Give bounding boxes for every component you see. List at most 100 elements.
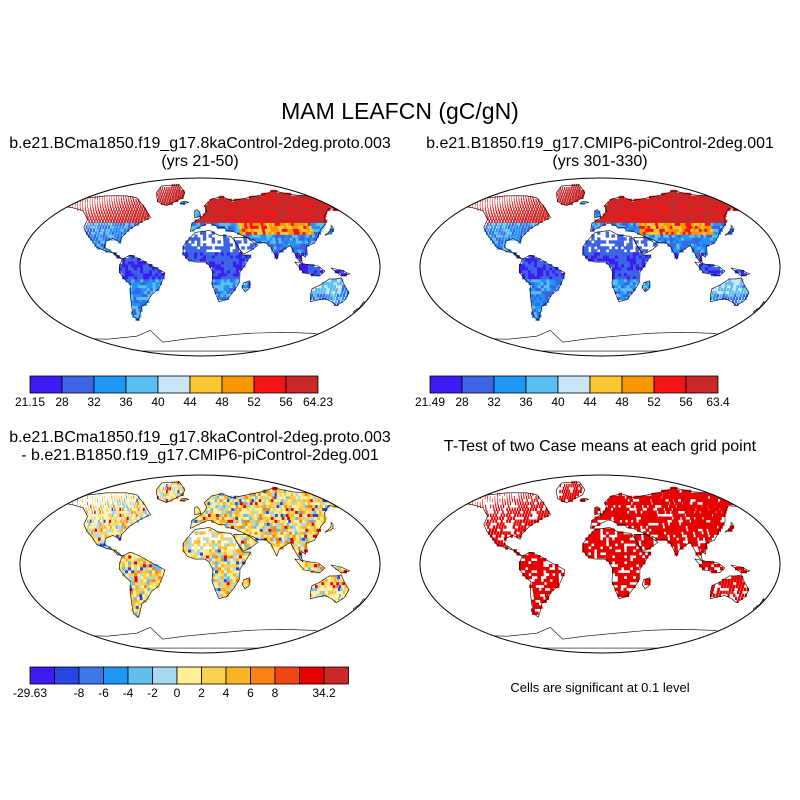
grid-cell: [113, 234, 117, 238]
grid-cell: [683, 225, 688, 229]
grid-cell: [93, 516, 96, 520]
grid-cell: [291, 216, 296, 220]
grid-cell: [611, 278, 616, 283]
grid-cell: [339, 590, 343, 595]
grid-cell: [260, 519, 265, 523]
grid-cell: [249, 210, 254, 214]
grid-cell: [244, 281, 248, 286]
grid-cell: [223, 578, 228, 583]
grid-cell: [669, 195, 675, 200]
grid-cell: [256, 231, 261, 235]
panel1-map: [19, 177, 381, 357]
grid-cell: [143, 272, 147, 277]
grid-cell: [233, 225, 238, 229]
grid-cell: [298, 219, 303, 223]
grid-cell: [99, 492, 101, 497]
grid-cell: [246, 219, 251, 223]
grid-cell: [268, 528, 273, 532]
grid-cell: [220, 501, 224, 506]
grid-cell: [496, 234, 500, 238]
grid-cell: [528, 272, 532, 277]
grid-cell: [644, 284, 648, 289]
grid-cell: [128, 269, 132, 274]
grid-cell: [232, 549, 237, 553]
grid-cell: [303, 225, 308, 229]
grid-cell: [307, 525, 312, 529]
grid-cell: [99, 225, 102, 229]
grid-cell: [137, 278, 141, 283]
grid-cell: [312, 513, 318, 517]
grid-cell: [159, 192, 161, 197]
grid-cell: [597, 246, 601, 250]
grid-cell: [220, 578, 225, 583]
grid-cell: [87, 234, 91, 238]
grid-cell: [138, 293, 143, 298]
grid-cell: [217, 593, 221, 598]
grid-cell: [241, 255, 246, 259]
grid-cell: [582, 249, 586, 253]
grid-cell: [623, 237, 627, 241]
grid-cell: [103, 507, 106, 511]
grid-cell: [276, 246, 281, 250]
grid-cell: [123, 198, 125, 203]
grid-cell: [69, 498, 71, 503]
grid-cell: [319, 516, 325, 520]
grid-cell: [123, 207, 125, 212]
panel4-title-line1: T-Test of two Case means at each grid po…: [443, 438, 757, 455]
grid-cell: [522, 269, 526, 274]
grid-cell: [297, 546, 302, 550]
grid-cell: [330, 581, 334, 586]
grid-cell: [194, 549, 198, 553]
grid-cell: [660, 237, 665, 241]
grid-cell: [86, 231, 89, 235]
grid-cell: [525, 267, 529, 271]
grid-cell: [734, 201, 741, 206]
grid-cell: [226, 575, 231, 580]
grid-cell: [301, 534, 306, 538]
grid-cell: [207, 213, 212, 217]
grid-cell: [336, 284, 339, 289]
grid-cell: [254, 210, 259, 214]
grid-cell: [232, 543, 236, 547]
grid-cell: [540, 599, 545, 603]
grid-cell: [127, 492, 129, 497]
grid-cell: [95, 228, 98, 232]
grid-cell: [536, 311, 541, 315]
grid-cell: [344, 584, 348, 589]
grid-cell: [173, 183, 176, 188]
coastline: [190, 190, 346, 266]
grid-cell: [486, 222, 489, 226]
grid-cell: [331, 495, 338, 500]
grid-cell: [681, 213, 687, 217]
grid-cell: [695, 213, 700, 217]
grid-cell: [202, 237, 207, 241]
grid-cell: [325, 207, 331, 212]
grid-cell: [711, 225, 717, 229]
grid-cell: [620, 234, 624, 238]
grid-cell: [281, 537, 286, 541]
grid-cell: [232, 561, 237, 565]
grid-cell: [277, 216, 283, 220]
grid-cell: [104, 525, 107, 529]
grid-cell: [302, 537, 306, 541]
grid-cell: [147, 213, 150, 217]
grid-cell: [305, 528, 310, 532]
grid-cell: [100, 537, 104, 541]
grid-cell: [107, 522, 111, 526]
grid-cell: [712, 207, 718, 212]
grid-cell: [194, 234, 198, 238]
grid-cell: [229, 578, 233, 583]
grid-cell: [315, 525, 320, 529]
grid-cell: [694, 225, 700, 229]
grid-cell: [244, 510, 249, 514]
grid-cell: [331, 290, 335, 295]
grid-cell: [111, 201, 113, 206]
grid-cell: [648, 234, 653, 238]
grid-cell: [533, 222, 537, 226]
grid-cell: [534, 219, 537, 223]
grid-cell: [140, 575, 144, 580]
grid-cell: [640, 207, 645, 212]
grid-cell: [133, 510, 136, 514]
grid-cell: [135, 198, 137, 203]
grid-cell: [124, 225, 128, 229]
